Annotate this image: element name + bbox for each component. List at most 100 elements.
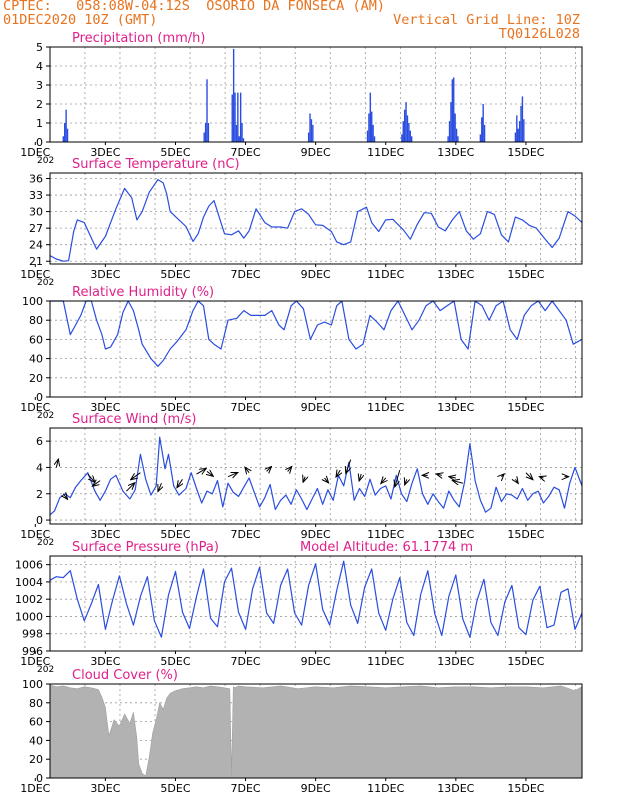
cloud-ytick-label: 40 [29, 734, 43, 747]
temp-ytick-label: 33 [29, 189, 43, 202]
pressure-xtick-label: 15DEC [507, 655, 544, 668]
humidity-ytick-label: 20 [29, 372, 43, 385]
precip-bar [401, 134, 403, 142]
precip-bar [237, 92, 239, 142]
model-id: TQ0126L028 [498, 26, 580, 42]
pressure-year-label: 202 [37, 665, 54, 675]
cloud-ytick-label: 20 [29, 753, 43, 766]
pressure-xtick-label: 13DEC [437, 655, 474, 668]
precip-bar [448, 121, 451, 142]
pressure-xtick-label: 7DEC [231, 655, 261, 668]
temp-panel [34, 172, 583, 267]
temp-ytick-label: 30 [29, 206, 43, 219]
precip-bar [516, 115, 518, 142]
precip-bar [206, 79, 208, 142]
precip-bar [410, 136, 413, 142]
humidity-title: Relative Humidity (%) [72, 285, 214, 300]
precip-xtick-label: 9DEC [301, 146, 331, 159]
temp-title: Surface Temperature (nC) [72, 157, 240, 172]
pressure-ytick-label: 1004 [15, 576, 43, 589]
precip-bar [242, 138, 245, 142]
cloud-title: Cloud Cover (%) [72, 668, 178, 683]
humidity-ytick-label: 80 [29, 314, 43, 327]
precip-xtick-label: 3DEC [90, 146, 120, 159]
pressure-annotation: Model Altitude: 61.1774 m [300, 540, 473, 555]
humidity-panel [34, 300, 583, 400]
wind-vector-arrow [267, 466, 272, 471]
wind-vector-arrow [126, 483, 134, 492]
wind-xtick-label: 7DEC [231, 528, 261, 541]
wind-vector-arrow [449, 477, 456, 478]
pressure-xtick-label: 5DEC [160, 655, 190, 668]
pressure-ytick-label: 998 [22, 628, 43, 641]
humidity-year-label: 202 [37, 411, 54, 421]
precip-bar [62, 136, 65, 142]
pressure-line [49, 560, 583, 638]
wind-line [49, 436, 583, 516]
precip-bar [406, 115, 409, 142]
wind-vector-arrow [452, 480, 463, 483]
temp-frame [49, 172, 583, 265]
precip-ytick-label: 1 [36, 117, 43, 130]
wind-vector-arrow [177, 479, 183, 487]
precip-bar [523, 119, 525, 142]
humidity-line [50, 300, 583, 367]
precip-bar [371, 111, 373, 142]
grid-line-note: Vertical Grid Line: 10Z [393, 12, 580, 28]
precip-bar [405, 102, 407, 142]
pressure-ytick-label: 1000 [15, 610, 43, 623]
wind-xtick-label: 9DEC [301, 528, 331, 541]
wind-vector-arrow [525, 472, 533, 480]
humidity-frame [49, 300, 583, 398]
cloud-xtick-label: 7DEC [231, 782, 261, 795]
precip-ytick-label: 3 [36, 79, 43, 92]
pressure-ytick-label: 1006 [15, 559, 43, 572]
precip-bar [369, 92, 372, 142]
precip-bar [455, 128, 458, 142]
wind-ytick-label: 2 [36, 488, 43, 501]
wind-vector-arrow [288, 466, 292, 471]
humidity-xtick-label: 9DEC [301, 401, 331, 414]
pressure-ytick-label: 1002 [15, 593, 43, 606]
temp-xtick-label: 7DEC [231, 268, 261, 281]
pressure-xtick-label: 3DEC [90, 655, 120, 668]
precip-bar [408, 123, 410, 142]
wind-title: Surface Wind (m/s) [72, 412, 196, 427]
cloud-xtick-label: 13DEC [437, 782, 474, 795]
precip-ytick-label: 0 [36, 136, 43, 149]
wind-vector-arrow [131, 472, 141, 480]
pressure-xtick-label: 1DEC [20, 655, 50, 668]
precip-xtick-label: 1DEC [20, 146, 50, 159]
precip-bar [232, 48, 235, 142]
precip-bar [366, 130, 369, 142]
cloud-ytick-label: 80 [29, 697, 43, 710]
precip-xtick-label: 15DEC [507, 146, 544, 159]
precip-bar [514, 132, 517, 142]
precip-bar [481, 117, 483, 142]
temp-xtick-label: 5DEC [160, 268, 190, 281]
precip-bar [518, 121, 521, 142]
cloud-area [49, 684, 583, 779]
precip-bar [451, 79, 454, 142]
wind-xtick-label: 13DEC [437, 528, 474, 541]
cloud-xtick-label: 11DEC [367, 782, 404, 795]
precip-bar [204, 123, 207, 142]
precip-bar [454, 113, 456, 142]
temp-ytick-label: 24 [29, 239, 43, 252]
precip-bar [372, 124, 374, 142]
precip-bar [312, 124, 314, 142]
humidity-xtick-label: 11DEC [367, 401, 404, 414]
temp-line [49, 179, 583, 262]
precip-xtick-label: 13DEC [437, 146, 474, 159]
wind-vector-arrow [158, 483, 162, 491]
temp-xtick-label: 9DEC [301, 268, 331, 281]
cloud-panel [34, 683, 583, 781]
wind-vector-arrow [336, 470, 340, 477]
precip-bar [479, 134, 482, 142]
precip-bar [65, 109, 67, 142]
precip-xtick-label: 11DEC [367, 146, 404, 159]
precip-bar [409, 130, 411, 142]
cloud-xtick-label: 3DEC [90, 782, 120, 795]
wind-ytick-label: 0 [36, 514, 43, 527]
precip-bar [521, 96, 524, 142]
